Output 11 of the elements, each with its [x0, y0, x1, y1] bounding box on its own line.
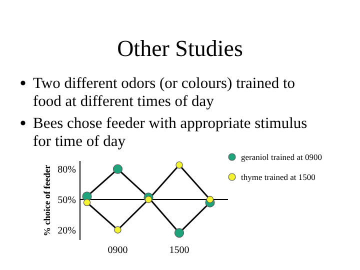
y-axis-title: % choice of feeder	[42, 164, 52, 236]
legend-label: thyme trained at 1500	[241, 172, 316, 182]
legend-label: geraniol trained at 0900	[241, 152, 322, 162]
y-tick-label: 50%	[58, 194, 76, 206]
y-tick-label: 80%	[58, 164, 76, 176]
x-tick-label: 1500	[169, 245, 190, 256]
text: Two different odors (or colours) trained to food at different times of day	[33, 75, 296, 110]
y-tick-label: 20%	[58, 225, 76, 236]
x-tick-label: 0900	[108, 245, 128, 256]
text: Bees chose feeder with appropriate stimulus for time of day	[33, 115, 308, 150]
chart-title: Other Studies	[117, 36, 243, 61]
